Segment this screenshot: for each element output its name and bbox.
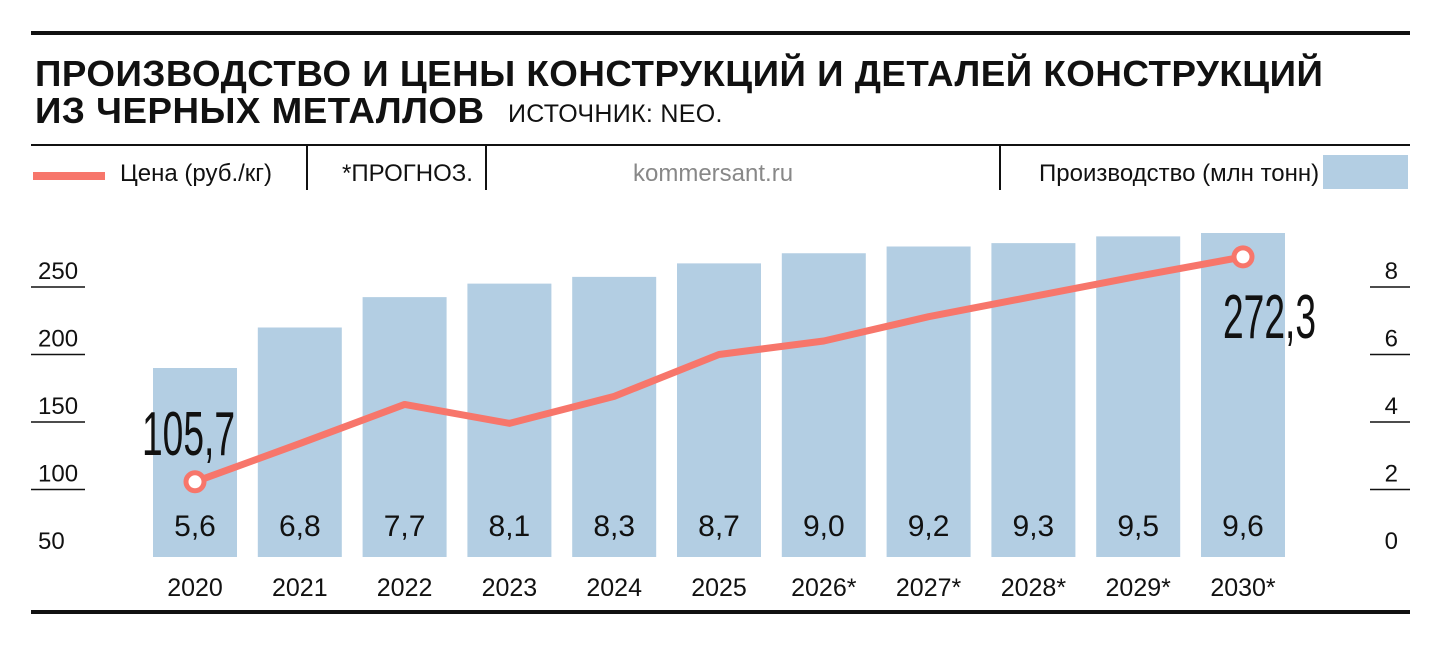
right-axis-tick-label: 0: [1385, 528, 1398, 555]
bar-value-label: 8,7: [698, 510, 740, 543]
price-endpoint-marker: [1231, 245, 1255, 269]
production-bar: [153, 368, 237, 557]
x-axis-year-label: 2023: [482, 574, 538, 602]
source-note: ИСТОЧНИК: NEO.: [508, 100, 723, 128]
bar-value-label: 9,2: [908, 510, 950, 543]
x-axis-year-label: 2024: [586, 574, 642, 602]
top-rule: [31, 31, 1410, 35]
production-legend-label: Производство (млн тонн): [1039, 160, 1320, 187]
x-axis-year-label: 2029*: [1106, 574, 1172, 602]
left-axis-tick-label: 150: [38, 393, 78, 420]
price-endpoint-marker: [183, 470, 207, 494]
chart-title-line1: ПРОИЗВОДСТВО И ЦЕНЫ КОНСТРУКЦИЙ И ДЕТАЛЕ…: [35, 53, 1324, 94]
left-axis-tick-label: 200: [38, 326, 78, 353]
production-bar: [886, 246, 971, 557]
watermark: kommersant.ru: [633, 160, 794, 187]
chart-title-line2: ИЗ ЧЕРНЫХ МЕТАЛЛОВ: [35, 90, 485, 131]
price-last-label: 272,3: [1223, 282, 1316, 351]
bar-value-label: 9,3: [1013, 510, 1055, 543]
x-axis-year-label: 2028*: [1001, 574, 1067, 602]
bar-value-label: 9,5: [1117, 510, 1159, 543]
bar-value-label: 8,3: [593, 510, 635, 543]
x-axis-year-label: 2030*: [1210, 574, 1276, 602]
production-bar: [677, 263, 761, 557]
right-axis-tick-label: 6: [1385, 326, 1398, 353]
legend-separator: [999, 144, 1001, 190]
x-axis-year-label: 2026*: [791, 574, 857, 602]
x-axis-year-label: 2025: [691, 574, 747, 602]
legend-separator: [485, 144, 487, 190]
bar-value-label: 5,6: [174, 510, 216, 543]
bottom-rule: [31, 610, 1410, 614]
production-bar: [572, 276, 657, 557]
production-bar: [1096, 236, 1181, 557]
left-axis-tick-label: 50: [38, 528, 65, 555]
x-axis-year-label: 2021: [272, 574, 328, 602]
x-axis-year-label: 2020: [167, 574, 223, 602]
price-line: [193, 253, 1244, 486]
bar-value-label: 6,8: [279, 510, 321, 543]
bar-value-label: 9,0: [803, 510, 845, 543]
x-axis-year-label: 2027*: [896, 574, 962, 602]
left-axis-tick-label: 100: [38, 461, 78, 488]
price-legend-swatch: [33, 172, 105, 180]
price-legend-label: Цена (руб./кг): [120, 160, 273, 187]
legend-separator: [306, 144, 308, 190]
production-bar: [781, 253, 866, 557]
production-bar: [362, 297, 447, 557]
right-axis-tick-label: 2: [1385, 461, 1398, 488]
right-axis-tick-label: 4: [1385, 393, 1398, 420]
right-axis-tick-label: 8: [1385, 258, 1398, 285]
x-axis-year-label: 2022: [377, 574, 433, 602]
bar-value-label: 8,1: [489, 510, 531, 543]
production-bar: [1201, 233, 1285, 557]
price-first-label: 105,7: [142, 399, 235, 468]
forecast-note: *ПРОГНОЗ.: [342, 160, 473, 187]
bar-value-label: 7,7: [384, 510, 426, 543]
legend-divider: [31, 144, 1410, 146]
left-axis-tick-label: 250: [38, 258, 78, 285]
bar-value-label: 9,6: [1222, 510, 1264, 543]
production-legend-swatch: [1323, 155, 1408, 189]
